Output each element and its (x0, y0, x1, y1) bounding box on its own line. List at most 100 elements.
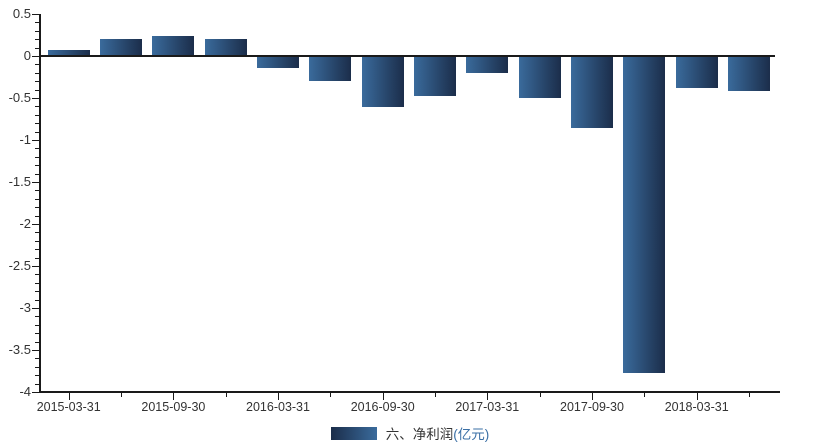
x-minor-tick (225, 393, 227, 397)
y-minor-tick (35, 274, 39, 276)
y-axis-label: -2.5 (8, 258, 31, 273)
y-major-tick (32, 266, 39, 267)
bar-2018-06-30[interactable] (728, 57, 770, 91)
x-axis-label: 2017-09-30 (560, 400, 624, 414)
bar-2017-12-31[interactable] (623, 57, 666, 373)
y-major-tick (32, 392, 39, 393)
y-minor-tick (35, 257, 39, 259)
y-major-tick (32, 182, 39, 183)
x-minor-tick (330, 393, 332, 397)
y-minor-tick (35, 282, 39, 284)
y-minor-tick (35, 30, 39, 32)
y-minor-tick (35, 375, 39, 377)
y-minor-tick (35, 249, 39, 251)
x-major-tick (68, 393, 70, 400)
y-major-tick (32, 98, 39, 99)
y-minor-tick (35, 240, 39, 242)
bar-2016-09-30[interactable] (361, 57, 404, 108)
y-minor-tick (35, 316, 39, 318)
x-major-tick (278, 393, 279, 400)
y-minor-tick (35, 198, 39, 200)
y-minor-tick (35, 89, 39, 91)
y-minor-tick (35, 106, 39, 108)
y-minor-tick (35, 215, 39, 217)
x-minor-tick (749, 393, 750, 397)
x-minor-tick (644, 393, 646, 397)
x-axis-label: 2015-09-30 (141, 400, 206, 414)
y-minor-tick (35, 341, 39, 343)
y-minor-tick (35, 366, 39, 368)
y-minor-tick (35, 72, 39, 74)
y-axis-label: -4 (19, 384, 31, 399)
y-axis-label: 0 (23, 48, 31, 63)
bar-2017-09-30[interactable] (571, 57, 613, 128)
legend-swatch[interactable] (330, 426, 377, 440)
legend-series-name: 六、净利润 (385, 427, 454, 442)
x-axis-label: 2015-03-31 (36, 400, 101, 414)
x-axis-label: 2018-03-31 (664, 400, 729, 414)
bar-2015-09-30[interactable] (152, 36, 195, 57)
y-minor-tick (35, 358, 39, 360)
y-axis-label: -1 (19, 132, 31, 147)
bar-2015-12-31[interactable] (204, 39, 247, 57)
y-major-tick (32, 308, 39, 309)
y-axis-label: -1.5 (8, 174, 31, 189)
x-axis-label: 2016-03-31 (246, 400, 310, 414)
y-minor-tick (35, 207, 39, 209)
y-axis-line (39, 14, 41, 393)
y-minor-tick (35, 232, 39, 234)
y-minor-tick (35, 123, 39, 125)
x-major-tick (696, 393, 698, 400)
bar-2016-12-31[interactable] (414, 57, 456, 96)
y-major-tick (32, 56, 39, 57)
y-minor-tick (35, 64, 39, 66)
y-minor-tick (35, 173, 39, 175)
y-minor-tick (35, 148, 39, 150)
zero-line (39, 55, 775, 57)
legend-series-unit: (亿元) (453, 427, 490, 442)
bar-2015-06-30[interactable] (100, 38, 142, 57)
y-major-tick (32, 224, 39, 225)
y-minor-tick (35, 156, 39, 158)
bar-2016-03-31[interactable] (257, 57, 299, 68)
x-major-tick (382, 393, 384, 400)
bar-2015-03-31[interactable] (47, 50, 90, 57)
y-minor-tick (35, 39, 39, 41)
y-axis-label: 0.5 (12, 6, 31, 21)
bar-2017-06-30[interactable] (518, 57, 561, 99)
y-minor-tick (35, 324, 39, 326)
y-minor-tick (35, 114, 39, 116)
legend: 六、净利润(亿元) (0, 424, 820, 442)
y-minor-tick (35, 22, 39, 24)
bar-2016-06-30[interactable] (309, 57, 352, 81)
x-major-tick (173, 393, 175, 400)
bar-2018-03-31[interactable] (675, 57, 718, 89)
y-minor-tick (35, 81, 39, 83)
y-minor-tick (35, 131, 39, 133)
bar-2017-03-31[interactable] (466, 57, 509, 73)
y-minor-tick (35, 333, 39, 335)
y-minor-tick (35, 165, 39, 167)
y-axis-label: -2 (19, 216, 31, 231)
x-axis-label: 2017-03-31 (455, 400, 520, 414)
y-minor-tick (35, 291, 39, 293)
x-major-tick (487, 393, 489, 400)
legend-label[interactable]: 六、净利润(亿元) (386, 423, 490, 443)
x-major-tick (592, 393, 593, 400)
x-minor-tick (435, 393, 436, 397)
y-minor-tick (35, 190, 39, 192)
y-major-tick (32, 14, 39, 15)
y-minor-tick (35, 299, 39, 301)
y-axis-label: -0.5 (8, 90, 31, 105)
y-major-tick (32, 140, 39, 141)
y-minor-tick (35, 47, 39, 49)
x-minor-tick (121, 393, 122, 397)
y-axis-label: -3.5 (8, 342, 31, 357)
x-minor-tick (539, 393, 541, 397)
x-axis-label: 2016-09-30 (350, 400, 415, 414)
y-minor-tick (35, 383, 39, 385)
x-axis-line (39, 391, 780, 393)
y-axis-label: -3 (19, 300, 31, 315)
